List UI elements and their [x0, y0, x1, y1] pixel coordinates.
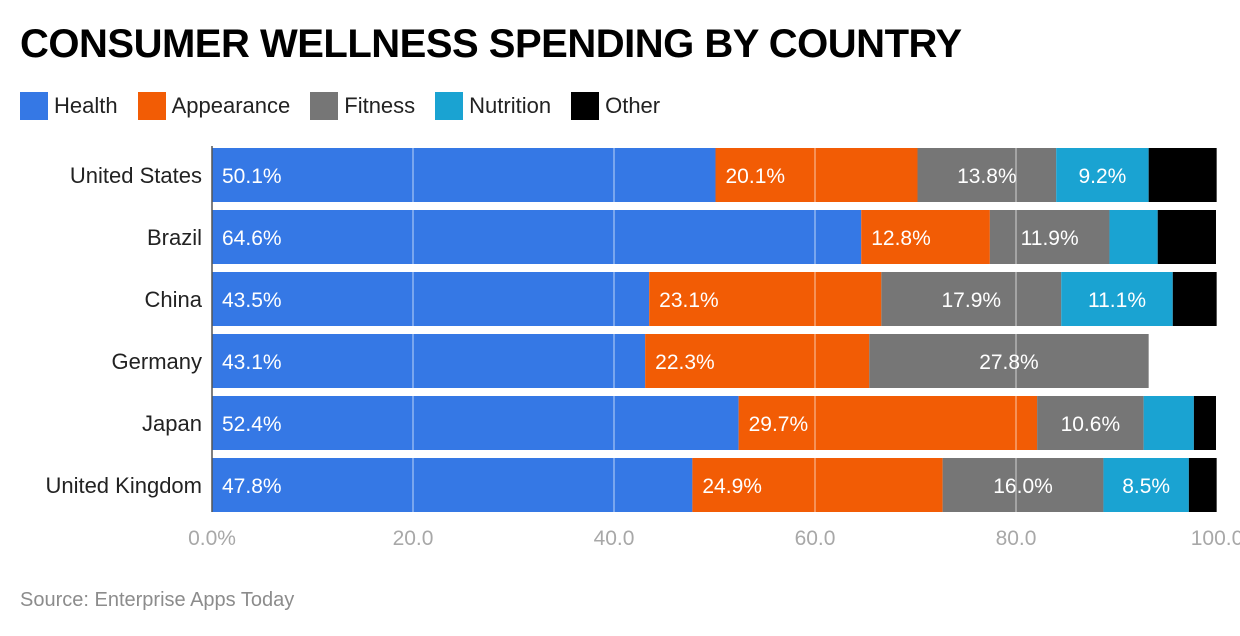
data-label: 23.1%: [659, 289, 719, 312]
legend-item-other: Other: [571, 92, 660, 120]
legend-label-other: Other: [605, 93, 661, 118]
legend-item-health: Health: [20, 92, 118, 120]
data-label: 11.1%: [1088, 289, 1146, 312]
bar-segment-appearance: [649, 272, 882, 326]
legend-swatch-health: [20, 92, 48, 120]
legend-item-appearance: Appearance: [137, 92, 291, 120]
bar-segment-fitness: [881, 272, 1062, 326]
tick-label: 60.0: [795, 527, 836, 550]
legend-label-health: Health: [54, 93, 118, 118]
gridlines: [211, 146, 1218, 512]
data-label: 11.9%: [1021, 227, 1079, 250]
legend-label-appearance: Appearance: [171, 93, 291, 118]
tick-label: 20.0: [393, 527, 434, 550]
bar-segment-nutrition: [1143, 396, 1194, 450]
bar-segment-other: [1148, 148, 1217, 202]
bar-segment-other: [1188, 458, 1217, 512]
bar-segment-appearance: [861, 210, 990, 264]
chart-title: CONSUMER WELLNESS SPENDING BY COUNTRY: [20, 22, 962, 66]
bar-segment-appearance: [738, 396, 1038, 450]
data-labels: 50.1% 20.1% 13.8% 9.2% 64.6% 12.8% 11.9% 43.5% 2…: [222, 165, 1170, 498]
bar-segment-nutrition: [1056, 148, 1149, 202]
legend-label-fitness: Fitness: [344, 93, 416, 118]
bar-segment-fitness: [942, 458, 1104, 512]
category-label: Brazil: [147, 225, 202, 250]
category-label: United Kingdom: [45, 473, 202, 498]
data-label: 9.2%: [1078, 165, 1126, 188]
data-label: 43.1%: [222, 351, 282, 374]
data-label: 29.7%: [749, 413, 809, 436]
bar-segment-appearance: [715, 148, 918, 202]
bar-segment-nutrition: [1109, 210, 1158, 264]
data-label: 47.8%: [222, 475, 282, 498]
bar-segment-health: [212, 458, 693, 512]
category-label: China: [145, 287, 203, 312]
data-label: 64.6%: [222, 227, 282, 250]
data-label: 17.9%: [942, 289, 1002, 312]
tick-label: 40.0: [594, 527, 635, 550]
bar-segment-appearance: [645, 334, 870, 388]
bar-segment-fitness: [869, 334, 1149, 388]
data-label: 20.1%: [726, 165, 786, 188]
bar-segment-health: [212, 210, 862, 264]
bar-segment-nutrition: [1103, 458, 1189, 512]
bar-segment-other: [1172, 272, 1217, 326]
bar-segment-appearance: [692, 458, 943, 512]
bar-segment-fitness: [1037, 396, 1144, 450]
bar-segment-health: [212, 148, 716, 202]
data-label: 22.3%: [655, 351, 715, 374]
source-note: Source: Enterprise Apps Today: [20, 589, 295, 611]
data-label: 43.5%: [222, 289, 282, 312]
data-label: 16.0%: [993, 475, 1053, 498]
tick-label: 0.0%: [188, 527, 236, 550]
bar-segment-nutrition: [1061, 272, 1173, 326]
bar-segment-fitness: [917, 148, 1057, 202]
bar-segment-health: [212, 334, 646, 388]
legend-swatch-appearance: [137, 92, 166, 120]
legend-label-nutrition: Nutrition: [469, 93, 552, 118]
data-label: 24.9%: [702, 475, 762, 498]
legend: Health Appearance Fitness Nutrition Other: [20, 92, 680, 120]
category-label: Germany: [112, 349, 202, 374]
data-label: 10.6%: [1061, 413, 1121, 436]
bar-segment-other: [1157, 210, 1216, 264]
bar-segment-health: [212, 272, 650, 326]
legend-swatch-fitness: [310, 92, 339, 120]
legend-item-fitness: Fitness: [310, 92, 415, 120]
category-label: Japan: [142, 411, 202, 436]
category-label: United States: [70, 163, 202, 188]
data-label: 8.5%: [1122, 475, 1170, 498]
data-label: 27.8%: [979, 351, 1039, 374]
legend-swatch-nutrition: [435, 92, 464, 120]
legend-item-nutrition: Nutrition: [435, 92, 551, 120]
data-label: 52.4%: [222, 413, 282, 436]
data-label: 12.8%: [871, 227, 931, 250]
bar-segment-health: [212, 396, 739, 450]
data-label: 50.1%: [222, 165, 282, 188]
tick-label: 80.0: [996, 527, 1037, 550]
tick-label: 100.0: [1191, 527, 1240, 550]
bars: [212, 148, 1217, 512]
bar-chart: United States Brazil China Germany Japan Unit…: [45, 146, 1240, 550]
bar-segment-other: [1193, 396, 1216, 450]
data-label: 13.8%: [957, 165, 1017, 188]
legend-swatch-other: [571, 92, 600, 120]
bar-segment-fitness: [989, 210, 1110, 264]
